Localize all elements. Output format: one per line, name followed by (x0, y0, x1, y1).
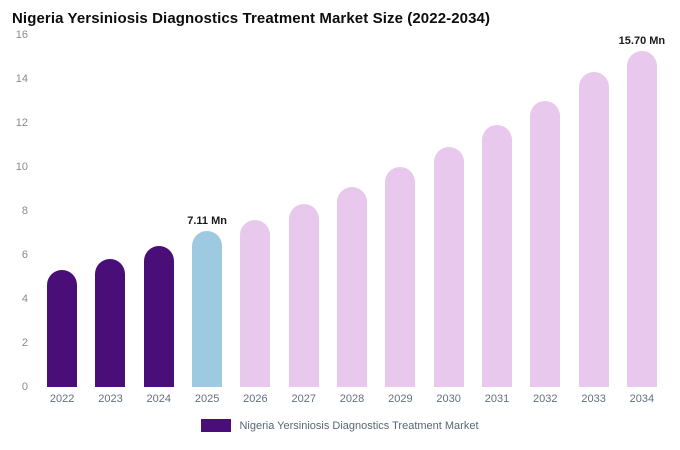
bar-column-2028 (328, 35, 376, 387)
x-tick-label-2032: 2032 (533, 393, 558, 405)
x-axis: 2022 2023 2024 2025 2026 2027 2028 2029 2030 2031… (38, 393, 666, 405)
bar-2030[interactable] (433, 147, 464, 387)
bar-2022[interactable] (47, 270, 78, 387)
y-tick-label: 6 (21, 249, 28, 261)
bar-2032[interactable] (530, 101, 561, 387)
bar-column-2023 (86, 35, 134, 387)
bar-column-2033 (569, 35, 617, 387)
bar-column-2027 (280, 35, 328, 387)
bar-column-2029 (376, 35, 424, 387)
y-tick-label: 12 (15, 117, 28, 129)
bar-value-label-2034: 15.70 Mn (618, 35, 666, 47)
bar-2024[interactable] (143, 246, 174, 387)
bar-column-2032 (521, 35, 569, 387)
bar-column-2030 (425, 35, 473, 387)
bar-2028[interactable] (337, 186, 368, 387)
bar-2025[interactable] (192, 230, 223, 387)
x-tick-label-2026: 2026 (243, 393, 268, 405)
bar-2026[interactable] (240, 219, 271, 387)
bar-2029[interactable] (385, 167, 416, 387)
y-tick-label: 4 (21, 293, 28, 305)
y-tick-label: 0 (21, 381, 28, 393)
legend-swatch (201, 419, 232, 432)
x-tick-label-2029: 2029 (388, 393, 413, 405)
x-tick-label-2022: 2022 (49, 393, 75, 405)
bar-column-2025: 7.11 Mn (183, 35, 231, 387)
bar-2034[interactable] (626, 51, 657, 387)
legend[interactable]: Nigeria Yersiniosis Diagnostics Treatmen… (10, 419, 670, 432)
chart-title: Nigeria Yersiniosis Diagnostics Treatmen… (12, 10, 491, 27)
y-axis: 0 2 4 6 8 10 12 14 16 (10, 29, 32, 393)
y-tick-label: 8 (21, 205, 28, 217)
bar-column-2024 (135, 35, 183, 387)
bar-value-label-2025: 7.11 Mn (187, 214, 227, 227)
x-tick-label-2030: 2030 (436, 393, 461, 405)
y-tick-label: 10 (15, 161, 28, 173)
bar-column-2022 (38, 35, 86, 387)
plot-area: 0 2 4 6 8 10 12 14 16 7.11 Mn 15.70 Mn (16, 29, 666, 393)
bar-2031[interactable] (481, 125, 512, 387)
bars-row: 7.11 Mn 15.70 Mn (38, 35, 666, 387)
x-tick-label-2027: 2027 (291, 393, 316, 405)
bar-2033[interactable] (578, 72, 609, 387)
x-tick-label-2034: 2034 (629, 393, 655, 405)
x-tick-label-2025: 2025 (194, 393, 220, 405)
x-tick-label-2033: 2033 (581, 393, 606, 405)
y-tick-label: 16 (15, 29, 28, 41)
bar-column-2031 (473, 35, 521, 387)
x-tick-label-2031: 2031 (484, 393, 510, 405)
bar-column-2026 (231, 35, 279, 387)
bar-2027[interactable] (288, 204, 319, 387)
y-tick-label: 2 (21, 337, 28, 349)
x-tick-label-2024: 2024 (146, 393, 172, 405)
bar-2023[interactable] (95, 259, 126, 387)
x-tick-label-2023: 2023 (98, 393, 123, 405)
y-tick-label: 14 (15, 73, 28, 85)
x-tick-label-2028: 2028 (339, 393, 365, 405)
legend-label: Nigeria Yersiniosis Diagnostics Treatmen… (239, 419, 479, 432)
bar-column-2034: 15.70 Mn (618, 35, 666, 387)
